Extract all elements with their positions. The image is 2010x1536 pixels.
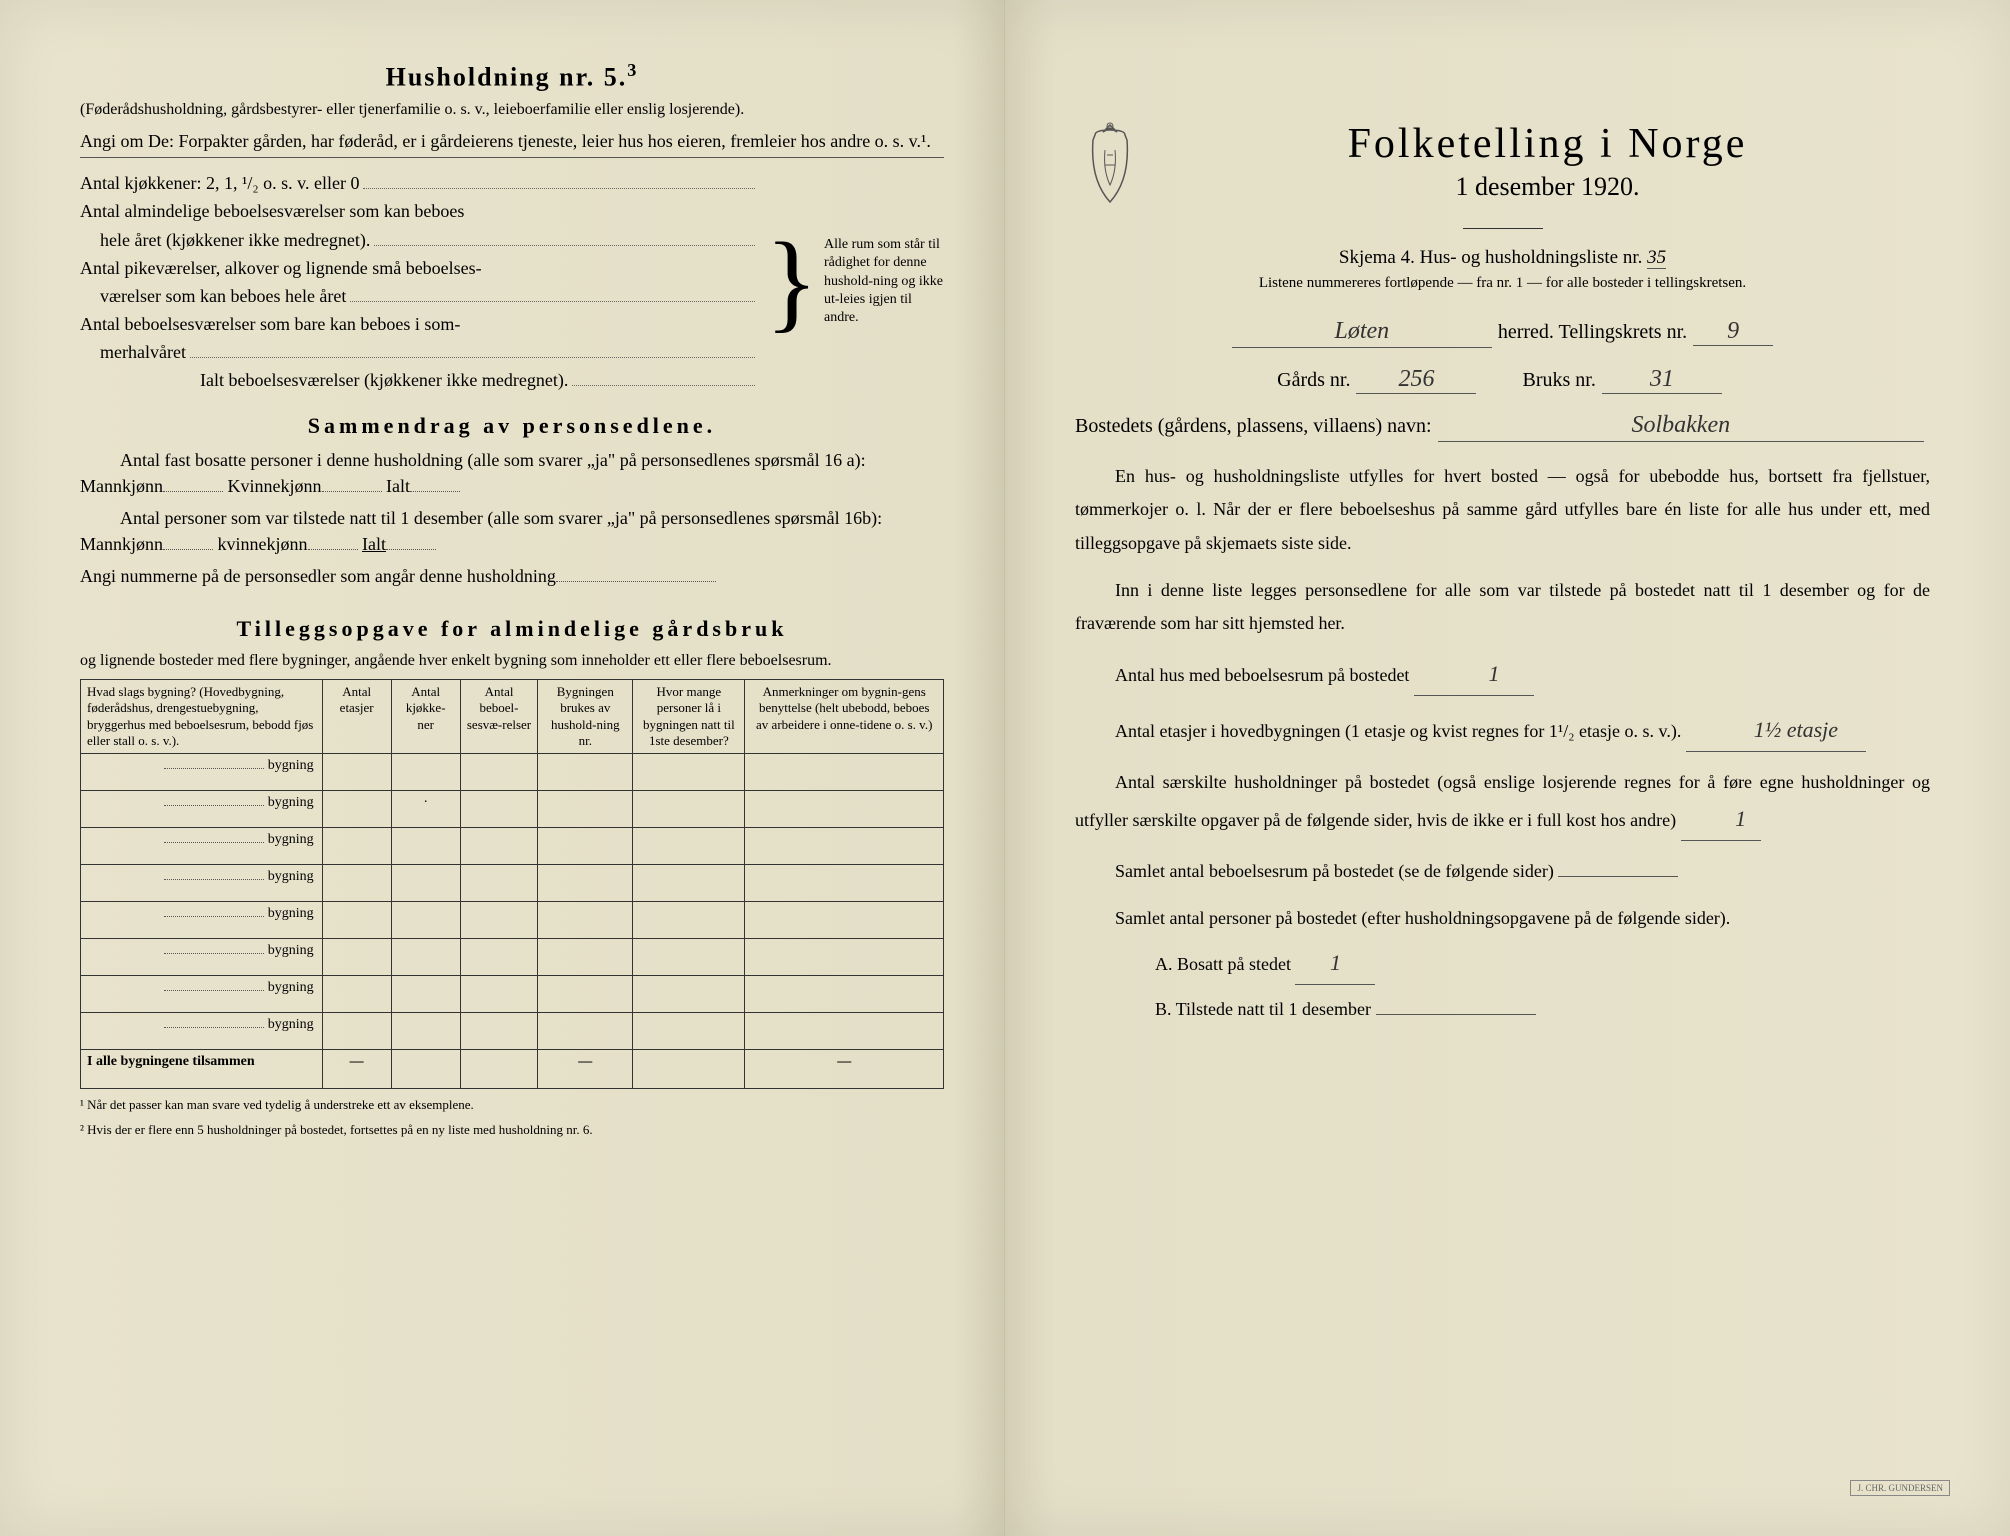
col-bygning: Hvad slags bygning? (Hovedbygning, føder…	[81, 680, 323, 754]
gards-row: Gårds nr. 256 Bruks nr. 31	[1075, 366, 1930, 394]
angi-nummer: Angi nummerne på de personsedler som ang…	[80, 563, 944, 589]
table-row: bygning	[81, 939, 944, 976]
form-line: Skjema 4. Hus- og husholdningsliste nr. …	[1075, 247, 1930, 269]
table-row: bygning	[81, 902, 944, 939]
table-row: bygning	[81, 754, 944, 791]
q2: Antal etasjer i hovedbygningen (1 etasje…	[1075, 710, 1930, 752]
printer-stamp: J. CHR. GUNDERSEN	[1850, 1480, 1950, 1496]
angi-line: Angi om De: Forpakter gården, har føderå…	[80, 128, 944, 154]
right-page: Folketelling i Norge 1 desember 1920. Sk…	[1005, 0, 2010, 1536]
form-sub: Listene nummereres fortløpende — fra nr.…	[1075, 275, 1930, 292]
tillegg-sub: og lignende bosteder med flere bygninger…	[80, 650, 944, 672]
q5: Samlet antal personer på bostedet (efter…	[1075, 902, 1930, 935]
col-beboelse: Antal beboel-sesvæ-relser	[460, 680, 538, 754]
para-2: Inn i denne liste legges personsedlene f…	[1075, 574, 1930, 641]
sub-title: 1 desember 1920.	[1165, 172, 1930, 202]
table-sum-row: I alle bygningene tilsammen———	[81, 1050, 944, 1089]
left-page: Husholdning nr. 5.3 (Føderådshusholdning…	[0, 0, 1005, 1536]
divider	[1463, 228, 1543, 229]
brace-icon: }	[759, 232, 824, 331]
table-row: bygning	[81, 1013, 944, 1050]
col-kjokkener: Antal kjøkke-ner	[391, 680, 460, 754]
q5b: B. Tilstede natt til 1 desember	[1075, 993, 1930, 1026]
document-spread: Husholdning nr. 5.3 (Føderådshusholdning…	[0, 0, 2010, 1536]
col-personer: Hvor mange personer lå i bygningen natt …	[633, 680, 745, 754]
table-row: bygning	[81, 828, 944, 865]
sammendrag-row-1: Antal fast bosatte personer i denne hush…	[80, 447, 944, 499]
household-note: (Føderådshusholdning, gårdsbestyrer- ell…	[80, 99, 944, 121]
brace-text: Alle rum som står til rådighet for denne…	[824, 236, 944, 327]
col-etasjer: Antal etasjer	[322, 680, 391, 754]
herred-row: Løten herred. Tellingskrets nr. 9	[1075, 318, 1930, 348]
tillegg-title: Tilleggsopgave for almindelige gårdsbruk	[80, 616, 944, 642]
building-table: Hvad slags bygning? (Hovedbygning, føder…	[80, 679, 944, 1089]
table-row: bygning	[81, 976, 944, 1013]
col-anmerkninger: Anmerkninger om bygnin-gens benyttelse (…	[745, 680, 944, 754]
sammendrag-title: Sammendrag av personsedlene.	[80, 413, 944, 439]
household-title: Husholdning nr. 5.3	[80, 60, 944, 93]
table-row: bygning	[81, 865, 944, 902]
q5a: A. Bosatt på stedet 1	[1075, 943, 1930, 985]
q4: Samlet antal beboelsesrum på bostedet (s…	[1075, 855, 1930, 888]
footnote-2: ² Hvis der er flere enn 5 husholdninger …	[80, 1122, 944, 1139]
header-block: Folketelling i Norge 1 desember 1920.	[1075, 120, 1930, 218]
bosted-row: Bostedets (gårdens, plassens, villaens) …	[1075, 412, 1930, 442]
col-brukes: Bygningen brukes av hushold-ning nr.	[538, 680, 633, 754]
coat-of-arms-icon	[1075, 120, 1145, 210]
table-row: bygning·	[81, 791, 944, 828]
para-1: En hus- og husholdningsliste utfylles fo…	[1075, 460, 1930, 560]
q3: Antal særskilte husholdninger på bostede…	[1075, 766, 1930, 841]
q1: Antal hus med beboelsesrum på bostedet 1	[1075, 654, 1930, 696]
rooms-block: Antal kjøkkener: 2, 1, ¹/₂ o. s. v. elle…	[80, 168, 944, 395]
footnote-1: ¹ Når det passer kan man svare ved tydel…	[80, 1097, 944, 1114]
sammendrag-row-2: Antal personer som var tilstede natt til…	[80, 505, 944, 557]
main-title: Folketelling i Norge	[1165, 120, 1930, 168]
table-header-row: Hvad slags bygning? (Hovedbygning, føder…	[81, 680, 944, 754]
